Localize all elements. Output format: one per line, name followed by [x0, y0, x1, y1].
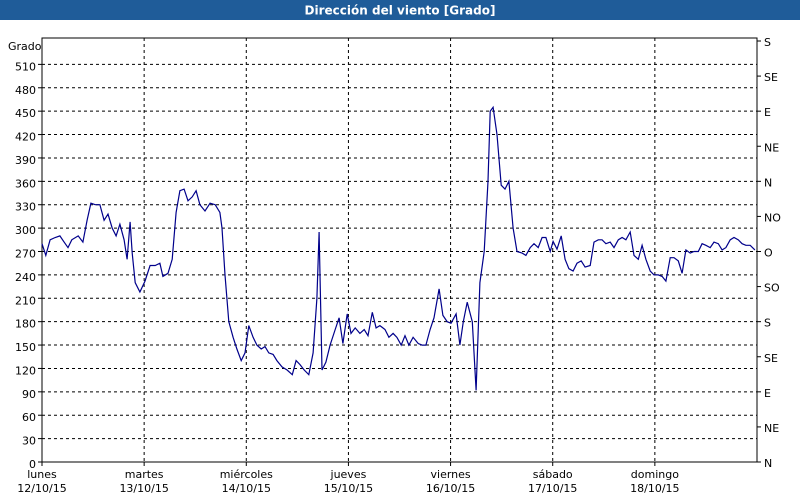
x-tick-label: domingo 18/10/15 [630, 468, 679, 495]
y2-tick-label: O [764, 247, 773, 260]
y2-tick-label: E [764, 106, 771, 119]
y2-tick-label: S [764, 317, 771, 330]
plot-area [41, 37, 758, 463]
y-axis-label: Grado [8, 40, 42, 53]
x-tick-label: jueves 15/10/15 [324, 468, 373, 495]
y2-tick-label: NE [764, 422, 779, 435]
y-tick-label: 360 [15, 177, 36, 190]
y2-tick-label: E [764, 387, 771, 400]
y-tick-label: 510 [15, 60, 36, 73]
y-tick-label: 480 [15, 84, 36, 97]
y-tick-label: 0 [29, 458, 36, 471]
y-tick-label: 270 [15, 248, 36, 261]
y-tick-label: 180 [15, 318, 36, 331]
y2-tick-label: SO [764, 282, 780, 295]
chart-title: Dirección del viento [Grado] [305, 4, 496, 18]
y-tick-label: 420 [15, 131, 36, 144]
title-bar [0, 0, 800, 20]
y2-tick-label: N [764, 176, 772, 189]
y2-tick-label: N [764, 457, 772, 470]
y-tick-label: 390 [15, 154, 36, 167]
y-tick-label: 120 [15, 364, 36, 377]
x-tick-label: sábado 17/10/15 [528, 468, 577, 495]
y-tick-label: 150 [15, 341, 36, 354]
x-tick-label: miércoles 14/10/15 [220, 468, 273, 495]
y2-tick-label: SE [764, 352, 778, 365]
x-tick-label: martes 13/10/15 [119, 468, 168, 495]
y-tick-label: 60 [22, 411, 36, 424]
y2-tick-label: S [764, 36, 771, 49]
y-tick-label: 30 [22, 435, 36, 448]
y-tick-label: 90 [22, 388, 36, 401]
data-line [41, 105, 756, 391]
y2-tick-label: NO [764, 211, 781, 224]
x-tick-label: lunes 12/10/15 [17, 468, 66, 495]
y-tick-label: 330 [15, 201, 36, 214]
y-tick-label: 240 [15, 271, 36, 284]
y2-tick-label: SE [764, 71, 778, 84]
y-tick-label: 300 [15, 224, 36, 237]
y-tick-label: 210 [15, 294, 36, 307]
y-tick-label: 450 [15, 107, 36, 120]
x-tick-label: viernes 16/10/15 [426, 468, 475, 495]
y2-tick-label: NE [764, 141, 779, 154]
